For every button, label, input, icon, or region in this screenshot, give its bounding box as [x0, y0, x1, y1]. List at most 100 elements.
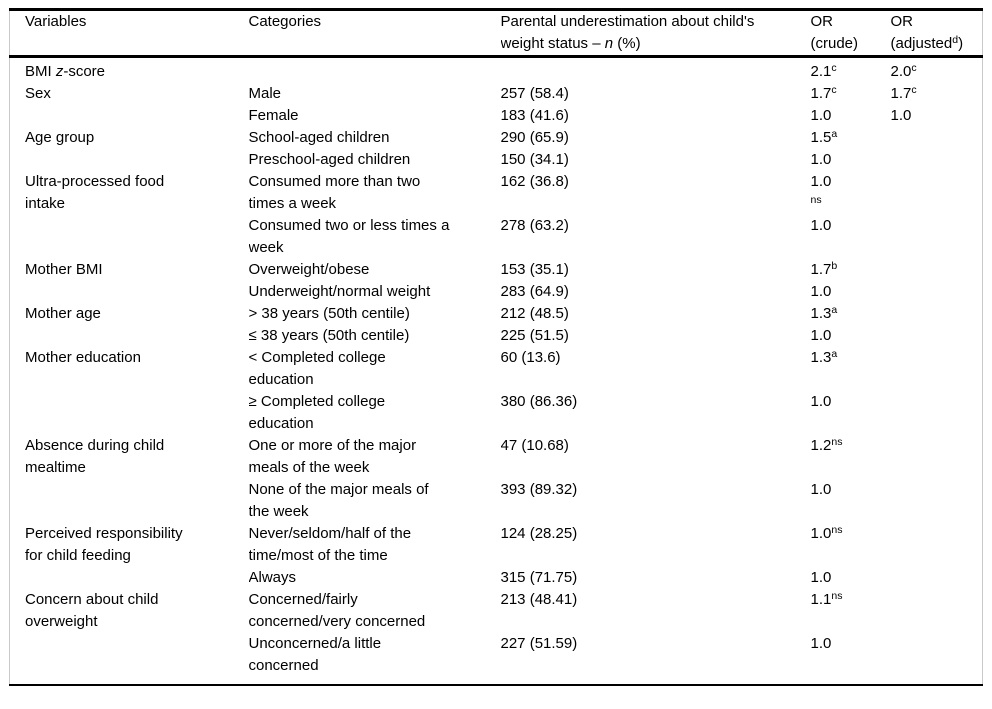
table-row: ≥ Completed college education 380 (86.36) 1…	[10, 391, 983, 435]
cell-variable: Ultra-processed food intake	[25, 173, 165, 212]
cell-or_adjusted	[891, 347, 983, 391]
col-header-variables: Variables	[9, 9, 249, 58]
cell-variable	[10, 281, 249, 303]
cell-variable	[10, 105, 249, 127]
cell-category: Unconcerned/a little concerned	[248, 635, 382, 674]
table-row: Preschool-aged children 150 (34.1) 1.0	[10, 149, 983, 171]
cell-or_adjusted	[891, 523, 983, 567]
cell-or_crude: 1.3a	[810, 304, 838, 322]
cell-n_pct: 47 (10.68)	[500, 437, 569, 454]
cell-category: ≤ 38 years (50th centile)	[248, 327, 410, 344]
cell-n_pct: 60 (13.6)	[500, 349, 561, 366]
cell-category	[249, 57, 501, 84]
cell-or_crude: 1.0	[810, 569, 832, 586]
table-row: Sex Male 257 (58.4) 1.7c 1.7c	[10, 83, 983, 105]
cell-or_adjusted	[891, 281, 983, 303]
table-row: Concern about child overweight Concerned/f…	[10, 589, 983, 633]
col-header-categories: Categories	[248, 9, 501, 58]
cell-or_adjusted	[891, 149, 983, 171]
cell-or_crude: 1.0	[810, 393, 832, 410]
cell-category: One or more of the major meals of the wee…	[248, 437, 417, 476]
table-row: Mother age > 38 years (50th centile) 212 (…	[10, 303, 983, 325]
table-row: None of the major meals of the week 393 (8…	[10, 479, 983, 523]
col-header-underestimation: Parental underestimation about child's we…	[500, 9, 811, 58]
cell-n_pct: 150 (34.1)	[500, 151, 569, 168]
cell-variable: BMI z-score	[25, 63, 106, 80]
cell-n_pct: 393 (89.32)	[500, 481, 578, 498]
cell-category: Female	[248, 107, 299, 124]
table-header: Variables Categories Parental underestim…	[9, 9, 983, 58]
cell-or_crude: 1.3a	[810, 348, 838, 366]
cell-or_crude: 1.5a	[810, 128, 838, 146]
cell-or_adjusted	[891, 303, 983, 325]
cell-or_crude: 1.2ns	[810, 436, 843, 454]
cell-variable	[10, 391, 249, 435]
cell-category: > 38 years (50th centile)	[248, 305, 410, 322]
cell-or_adjusted	[891, 259, 983, 281]
cell-or_adjusted	[891, 567, 983, 589]
cell-or_crude: 1.7c	[810, 84, 837, 102]
cell-category: Underweight/normal weight	[248, 283, 431, 300]
cell-variable	[10, 479, 249, 523]
table-row: BMI z-score 2.1c 2.0c	[10, 57, 983, 84]
cell-or_crude: 1.0ns	[810, 524, 843, 542]
table-row: Female 183 (41.6) 1.0 1.0	[10, 105, 983, 127]
cell-or_adjusted	[891, 391, 983, 435]
cell-or_adjusted	[891, 127, 983, 149]
cell-or_adjusted: 1.7c	[890, 84, 917, 102]
cell-category: Consumed more than two times a week	[248, 173, 421, 212]
table-row: Unconcerned/a little concerned 227 (51.59)…	[10, 633, 983, 685]
cell-category: Male	[248, 85, 282, 102]
cell-category: Always	[248, 569, 297, 586]
cell-category: Consumed two or less times a week	[248, 217, 450, 256]
cell-variable: Perceived responsibility for child feedin…	[25, 525, 183, 564]
table-row: Underweight/normal weight 283 (64.9) 1.0	[10, 281, 983, 303]
table-container: Variables Categories Parental underestim…	[9, 8, 983, 686]
table-row: Absence during child mealtime One or more …	[10, 435, 983, 479]
cell-category: < Completed college education	[248, 349, 386, 388]
cell-variable: Mother BMI	[25, 261, 103, 278]
col-header-or-crude: OR (crude)	[810, 9, 891, 58]
cell-variable	[10, 567, 249, 589]
cell-category: Never/seldom/half of the time/most of the…	[248, 525, 412, 564]
cell-or_adjusted	[891, 479, 983, 523]
cell-variable: Concern about child overweight	[25, 591, 159, 630]
cell-category: Overweight/obese	[248, 261, 370, 278]
cell-or_crude: 1.7b	[810, 260, 838, 278]
cell-n_pct: 213 (48.41)	[500, 591, 578, 608]
cell-n_pct: 380 (86.36)	[500, 393, 578, 410]
table-body: BMI z-score 2.1c 2.0c Sex Male 257 (58.4) 1.7c…	[10, 57, 983, 686]
cell-variable: Age group	[25, 129, 95, 146]
cell-n_pct: 227 (51.59)	[500, 635, 578, 652]
cell-category: School-aged children	[248, 129, 390, 146]
results-table: Variables Categories Parental underestim…	[9, 8, 983, 686]
table-row: Age group School-aged children 290 (65.9) 1…	[10, 127, 983, 149]
cell-variable	[10, 149, 249, 171]
cell-variable	[10, 215, 249, 259]
cell-or_adjusted	[891, 589, 983, 633]
cell-n_pct: 225 (51.5)	[500, 327, 569, 344]
cell-or_adjusted	[891, 325, 983, 347]
cell-or_adjusted	[891, 633, 983, 685]
cell-or_crude: 1.1ns	[810, 590, 843, 608]
cell-variable: Mother education	[25, 349, 141, 366]
table-row: Ultra-processed food intake Consumed more …	[10, 171, 983, 215]
cell-category: None of the major meals of the week	[248, 481, 429, 520]
table-row: Always 315 (71.75) 1.0	[10, 567, 983, 589]
cell-n_pct: 278 (63.2)	[500, 217, 569, 234]
cell-n_pct: 315 (71.75)	[500, 569, 578, 586]
cell-or_crude: 1.0	[810, 635, 832, 652]
table-row: ≤ 38 years (50th centile) 225 (51.5) 1.0	[10, 325, 983, 347]
cell-n_pct: 153 (35.1)	[500, 261, 569, 278]
cell-or_crude: 1.0	[810, 151, 832, 168]
cell-or_crude: 1.0	[810, 481, 832, 498]
table-row: Perceived responsibility for child feedin…	[10, 523, 983, 567]
cell-or_adjusted	[891, 215, 983, 259]
cell-n_pct: 290 (65.9)	[500, 129, 569, 146]
cell-category: Concerned/fairly concerned/very concerned	[248, 591, 426, 630]
cell-or_crude: 1.0	[810, 107, 832, 124]
cell-or_adjusted	[891, 435, 983, 479]
cell-category: Preschool-aged children	[248, 151, 411, 168]
